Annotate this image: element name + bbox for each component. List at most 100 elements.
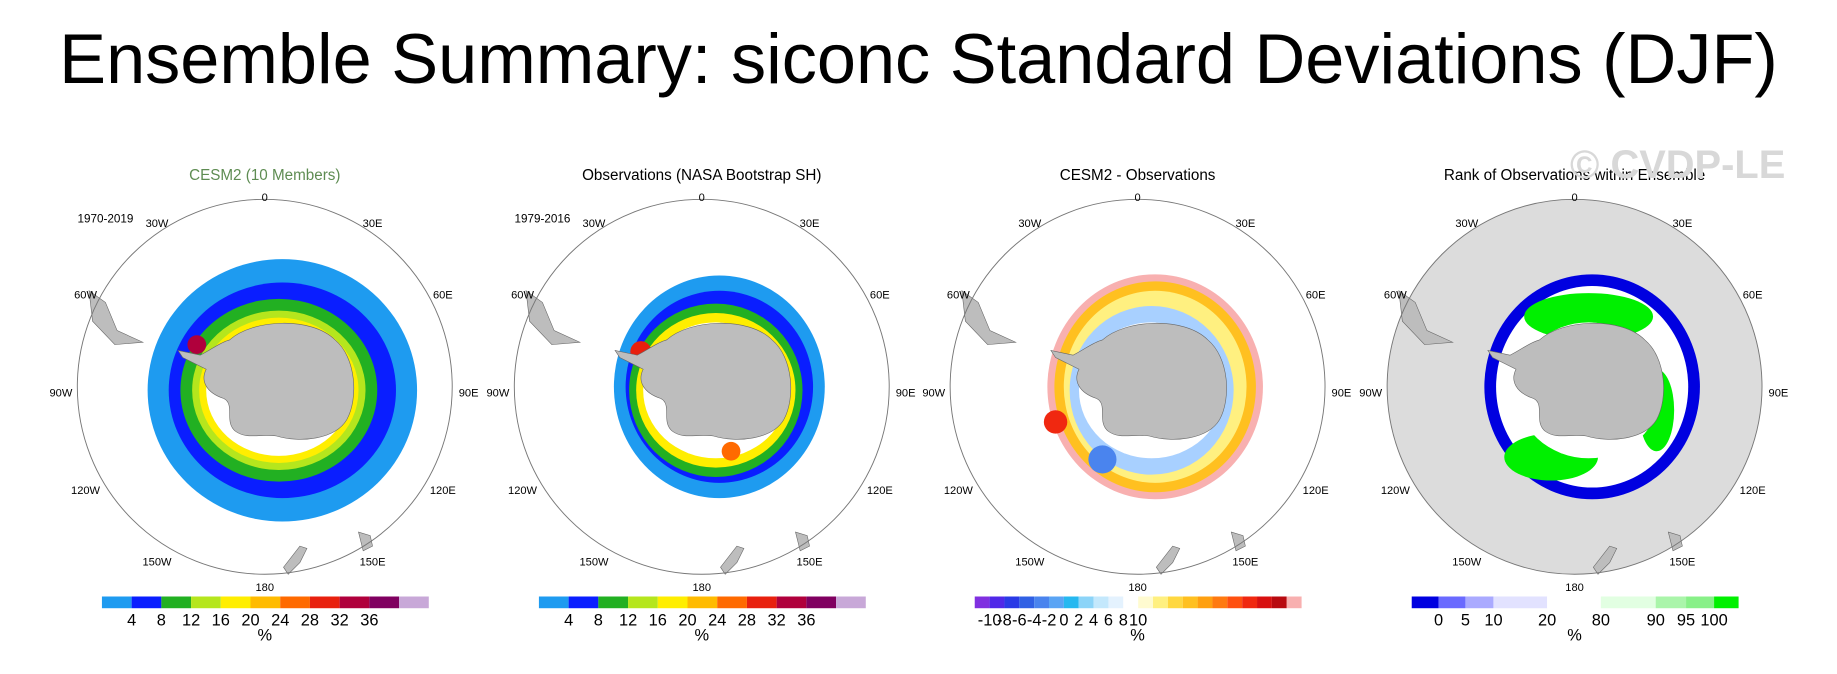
land <box>358 531 373 552</box>
longitude-label: 90E <box>1769 388 1789 400</box>
antarctica <box>1487 322 1664 440</box>
colorbar-box <box>101 596 132 609</box>
longitude-label: 150E <box>360 556 386 568</box>
colorbar-box <box>1686 596 1715 609</box>
colorbar-box <box>1019 596 1035 609</box>
colorbar-box <box>1257 596 1272 609</box>
colorbar-label: 20 <box>678 611 696 629</box>
antarctica <box>1050 322 1227 440</box>
colorbar-label: -2 <box>1042 611 1057 629</box>
longitude-label: 180 <box>255 582 274 594</box>
colorbar-label: 0 <box>1434 611 1443 629</box>
colorbar-label: 32 <box>331 611 349 629</box>
colorbar-box <box>1004 596 1020 609</box>
colorbar-label: -8 <box>997 611 1012 629</box>
colorbar-label: 20 <box>241 611 259 629</box>
colorbar-box <box>1182 596 1198 609</box>
colorbar-box <box>657 596 688 609</box>
map-panel: CESM2 - Observations 0 30E 60E 90E 120E 150E 18… <box>922 167 1351 645</box>
longitude-label: 90E <box>459 388 479 400</box>
longitude-label: 120W <box>71 485 101 497</box>
longitude-label: 120W <box>1381 485 1411 497</box>
colorbar-box <box>309 596 340 609</box>
land <box>88 290 145 345</box>
colorbar-box <box>687 596 718 609</box>
colorbar-box <box>1093 596 1109 609</box>
colorbar-box <box>717 596 747 609</box>
map-border <box>949 198 1326 575</box>
colorbar-label: 5 <box>1461 611 1470 629</box>
colorbar-label: -4 <box>1027 611 1042 629</box>
field-region <box>187 335 207 354</box>
longitude-label: 0 <box>262 192 268 204</box>
colorbar-box <box>746 596 777 609</box>
colorbar-box <box>776 596 807 609</box>
colorbar-box <box>974 596 990 609</box>
colorbar-units: % <box>694 627 709 645</box>
colorbar-label: 28 <box>738 611 756 629</box>
colorbar-box <box>598 596 629 609</box>
colorbar-box <box>1411 596 1439 609</box>
colorbar-label: -6 <box>1012 611 1027 629</box>
land <box>1230 531 1246 552</box>
colorbar-box <box>1465 596 1494 609</box>
colorbar-box <box>836 596 866 609</box>
colorbar-box <box>1197 596 1213 609</box>
land <box>1667 531 1683 552</box>
colorbar-box <box>989 596 1005 609</box>
colorbar-box <box>806 596 837 609</box>
longitude-label: 30W <box>583 218 606 230</box>
colorbar-label: 2 <box>1074 611 1083 629</box>
colorbar-box <box>369 596 400 609</box>
colorbar-label: 90 <box>1647 611 1665 629</box>
colorbar-units: % <box>1567 627 1582 645</box>
colorbar-units: % <box>257 627 272 645</box>
antarctica <box>177 322 355 440</box>
colorbar-box <box>1063 596 1079 609</box>
longitude-label: 0 <box>699 192 705 204</box>
period: 1970-2019 <box>77 212 133 225</box>
longitude-label: 60W <box>1384 289 1407 301</box>
colorbar-label: 16 <box>649 611 667 629</box>
colorbar-box <box>1547 596 1601 609</box>
colorbar-box <box>131 596 162 609</box>
colorbar-box <box>1438 596 1466 609</box>
longitude-label: 30W <box>146 218 169 230</box>
colorbar-label: 36 <box>360 611 378 629</box>
land <box>720 545 745 575</box>
longitude-label: 180 <box>1565 582 1584 594</box>
colorbar-label: 24 <box>708 611 726 629</box>
longitude-label: 150W <box>579 556 609 568</box>
map-panel: Rank of Observations within Ensemble 0 30E… <box>1359 167 1788 645</box>
colorbar-box <box>1600 596 1656 609</box>
antarctica <box>614 322 792 440</box>
longitude-label: 150E <box>1669 556 1695 568</box>
colorbar-box <box>399 596 429 609</box>
colorbar-label: 6 <box>1104 611 1113 629</box>
longitude-label: 30E <box>800 218 820 230</box>
colorbar-box <box>1153 596 1168 609</box>
longitude-label: 0 <box>1134 192 1140 204</box>
colorbar-box <box>568 596 599 609</box>
longitude-label: 30E <box>1672 218 1692 230</box>
field-region <box>1088 445 1117 474</box>
map-panel: CESM2 (10 Members) 1970-2019 0 30E 60E 90E 120… <box>49 167 478 645</box>
colorbar-box <box>220 596 251 609</box>
colorbar-label: 95 <box>1677 611 1695 629</box>
longitude-label: 180 <box>1128 582 1147 594</box>
longitude-label: 150E <box>797 556 823 568</box>
colorbar-label: 10 <box>1129 611 1147 629</box>
longitude-label: 120E <box>867 485 893 497</box>
land <box>1398 290 1454 345</box>
longitude-label: 60E <box>1306 289 1326 301</box>
colorbar-box <box>191 596 221 609</box>
colorbar-box <box>1167 596 1183 609</box>
colorbar-label: 10 <box>1484 611 1502 629</box>
colorbar-box <box>1271 596 1287 609</box>
longitude-label: 90W <box>1359 388 1382 400</box>
longitude-label: 60E <box>870 289 890 301</box>
map-border <box>1386 198 1763 575</box>
longitude-label: 150E <box>1232 556 1258 568</box>
longitude-label: 30W <box>1018 218 1041 230</box>
